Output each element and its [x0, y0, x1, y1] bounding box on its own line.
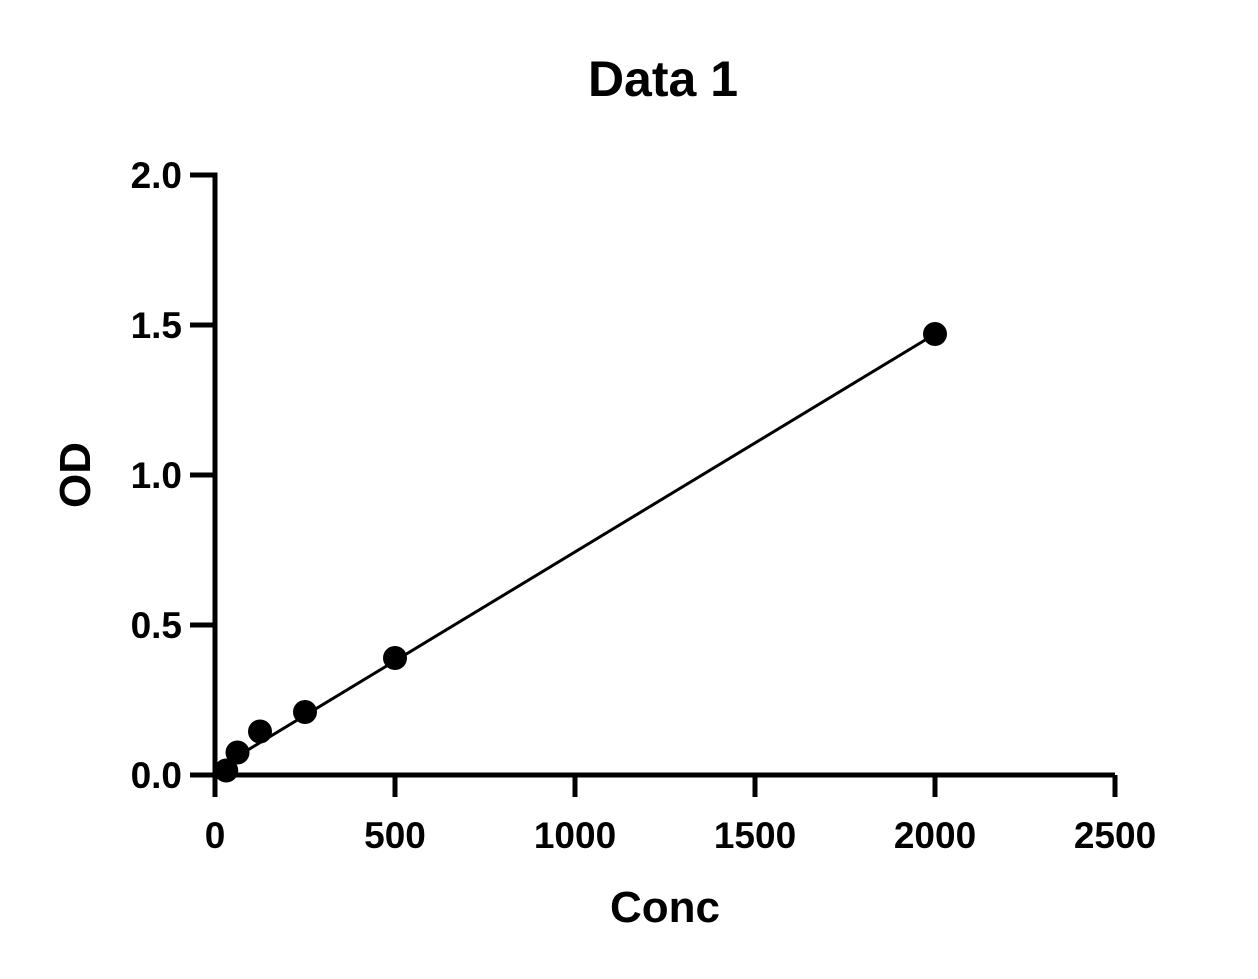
x-tick-label: 1000 — [534, 815, 616, 856]
data-point — [248, 719, 272, 744]
y-tick-label: 1.0 — [131, 455, 182, 496]
data-point — [225, 740, 250, 765]
x-tick-label: 500 — [364, 815, 426, 856]
x-axis-title: Conc — [610, 883, 720, 932]
y-tick-label: 0.5 — [131, 605, 182, 646]
data-point — [214, 758, 239, 783]
y-axis-ticks: 0.0 0.5 1.0 1.5 2.0 — [131, 155, 215, 796]
x-tick-label: 2000 — [894, 815, 976, 856]
data-series — [214, 322, 947, 783]
y-tick-label: 0.0 — [131, 755, 182, 796]
y-tick-label: 1.5 — [131, 305, 182, 346]
data-point — [293, 700, 317, 724]
x-tick-label: 2500 — [1074, 815, 1156, 856]
chart-title: Data 1 — [588, 51, 738, 107]
x-axis-ticks: 0 500 1000 1500 2000 2500 — [205, 775, 1156, 856]
x-tick-label: 0 — [205, 815, 226, 856]
data-point — [923, 322, 947, 346]
data-point — [383, 646, 407, 670]
y-axis-title: OD — [51, 442, 100, 508]
y-tick-label: 2.0 — [131, 155, 182, 196]
x-tick-label: 1500 — [714, 815, 796, 856]
fit-line — [225, 332, 936, 765]
